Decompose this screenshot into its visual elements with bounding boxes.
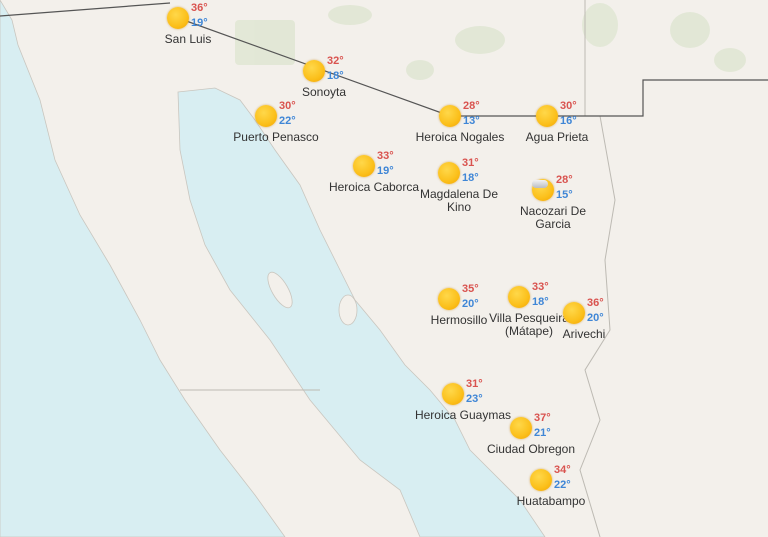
- low-temp: 22°: [554, 479, 571, 491]
- low-temp: 21°: [534, 427, 551, 439]
- city-name: Villa Pesqueira (Mátape): [489, 311, 569, 338]
- low-temp: 16°: [560, 115, 577, 127]
- low-temp: 22°: [279, 115, 296, 127]
- sun-icon: [303, 60, 325, 82]
- high-temp: 35°: [462, 283, 479, 295]
- pacific-ocean: [0, 0, 286, 537]
- city-name: Agua Prieta: [525, 130, 589, 144]
- city-name: Heroica Guaymas: [414, 408, 512, 422]
- sun-icon: [438, 288, 460, 310]
- low-temp: 20°: [587, 312, 604, 324]
- partly-cloudy-icon: [532, 179, 554, 201]
- sun-icon: [353, 155, 375, 177]
- high-temp: 31°: [466, 378, 483, 390]
- low-temp: 19°: [377, 165, 394, 177]
- sun-icon: [167, 7, 189, 29]
- sun-icon: [255, 105, 277, 127]
- international-border: [0, 2, 768, 117]
- low-temp: 13°: [463, 115, 480, 127]
- sun-icon: [563, 302, 585, 324]
- sun-icon: [536, 105, 558, 127]
- low-temp: 23°: [466, 393, 483, 405]
- high-temp: 28°: [556, 174, 573, 186]
- island: [267, 271, 293, 309]
- sun-icon: [438, 162, 460, 184]
- sun-icon: [442, 383, 464, 405]
- city-name: Hermosillo: [430, 313, 488, 327]
- vegetation: [235, 3, 746, 80]
- high-temp: 30°: [560, 100, 577, 112]
- high-temp: 36°: [191, 2, 208, 14]
- sun-icon: [510, 417, 532, 439]
- city-name: Heroica Caborca: [328, 180, 420, 194]
- city-name: Puerto Penasco: [233, 130, 319, 144]
- city-name: Heroica Nogales: [415, 130, 505, 144]
- low-temp: 19°: [191, 17, 208, 29]
- high-temp: 33°: [532, 281, 549, 293]
- high-temp: 37°: [534, 412, 551, 424]
- high-temp: 31°: [462, 157, 479, 169]
- low-temp: 20°: [462, 298, 479, 310]
- cloud-icon: [532, 180, 548, 188]
- city-name: Ciudad Obregon: [486, 442, 576, 456]
- high-temp: 34°: [554, 464, 571, 476]
- gulf-of-california: [177, 87, 546, 537]
- low-temp: 18°: [462, 172, 479, 184]
- low-temp: 15°: [556, 189, 573, 201]
- city-name: Arivechi: [562, 327, 606, 341]
- sun-icon: [439, 105, 461, 127]
- city-name: San Luis: [164, 32, 212, 46]
- island: [338, 294, 358, 326]
- sun-icon: [530, 469, 552, 491]
- high-temp: 32°: [327, 55, 344, 67]
- sun-icon: [508, 286, 530, 308]
- city-name: Sonoyta: [301, 85, 347, 99]
- high-temp: 30°: [279, 100, 296, 112]
- city-name: Magdalena De Kino: [419, 187, 499, 214]
- city-name: Nacozari De Garcia: [519, 204, 587, 231]
- high-temp: 33°: [377, 150, 394, 162]
- state-borders: [180, 0, 616, 537]
- city-name: Huatabampo: [516, 494, 586, 508]
- high-temp: 28°: [463, 100, 480, 112]
- high-temp: 36°: [587, 297, 604, 309]
- low-temp: 18°: [327, 70, 344, 82]
- low-temp: 18°: [532, 296, 549, 308]
